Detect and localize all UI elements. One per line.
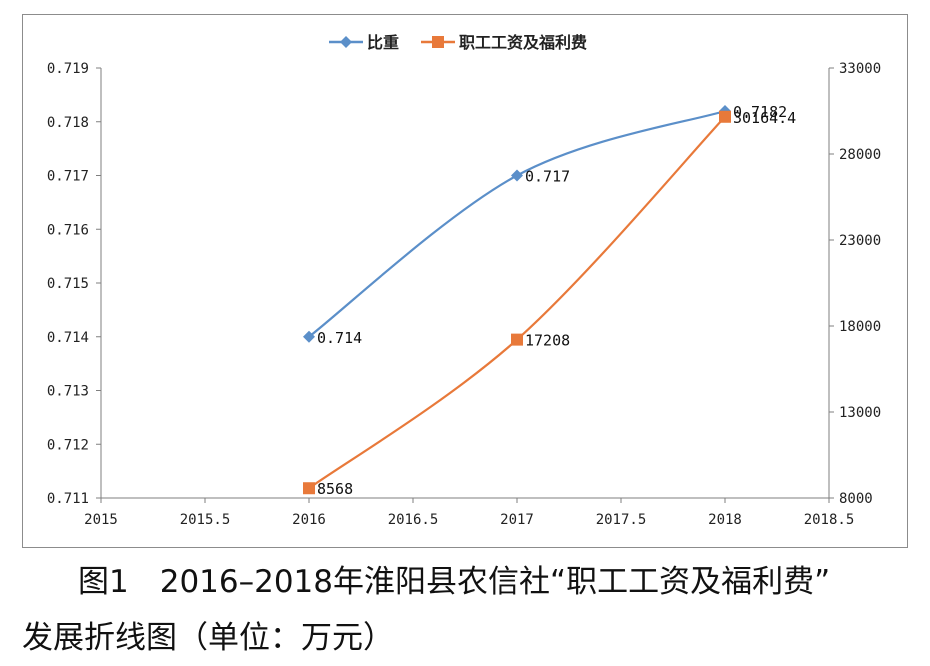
legend-label-series-1: 比重 (367, 33, 399, 52)
y-left-tick-label: 0.719 (47, 61, 89, 77)
chart-frame: 2015 2015.5 2016 2016.5 2017 2017.5 2018 2018.5… (22, 14, 908, 548)
y-left-tick-label: 0.711 (47, 491, 89, 507)
y-left-tick-label: 0.713 (47, 384, 89, 400)
y-right-tick-label: 18000 (839, 319, 881, 335)
legend-marker-series-1 (340, 36, 352, 48)
y-left-tick-label: 0.717 (47, 169, 89, 185)
y-left-tick-label: 0.712 (47, 437, 89, 453)
data-label: 8568 (317, 480, 353, 498)
y-left-tick-label: 0.715 (47, 276, 89, 292)
x-axis-tick-label: 2018.5 (804, 512, 855, 528)
x-axis-tick-label: 2018 (708, 512, 742, 528)
y-left-tick-label: 0.714 (47, 330, 89, 346)
series-line-1 (308, 109, 726, 338)
series-2-point-marker (303, 482, 315, 495)
data-label: 0.714 (317, 329, 362, 347)
series-1-point-marker (303, 330, 315, 343)
figure-caption-line2: 发展折线图（单位：万元） (22, 620, 394, 656)
series-2-point-marker (719, 110, 731, 123)
data-label: 17208 (525, 332, 570, 350)
x-axis-tick-label: 2015 (84, 512, 118, 528)
y-left-tick-label: 0.718 (47, 115, 89, 131)
x-axis-tick-label: 2016.5 (388, 512, 439, 528)
legend-label-series-2: 职工工资及福利费 (459, 33, 587, 52)
y-left-tick-label: 0.716 (47, 222, 89, 238)
y-right-tick-label: 33000 (839, 61, 881, 77)
data-label: 0.7182 (733, 103, 787, 121)
x-axis-tick-label: 2017 (500, 512, 534, 528)
x-axis-tick-label: 2017.5 (596, 512, 647, 528)
y-right-tick-label: 23000 (839, 233, 881, 249)
y-right-tick-label: 8000 (839, 491, 873, 507)
series-2-point-marker (511, 333, 523, 346)
figure-caption-line1: 图1 2016–2018年淮阳县农信社“职工工资及福利费” (78, 564, 831, 600)
line-chart: 2015 2015.5 2016 2016.5 2017 2017.5 2018 2018.5… (47, 33, 881, 528)
series-1-point-marker (511, 169, 523, 182)
y-right-tick-label: 13000 (839, 405, 881, 421)
data-label: 0.717 (525, 168, 570, 186)
legend-marker-series-2 (432, 36, 444, 48)
y-right-tick-label: 28000 (839, 147, 881, 163)
data-label: 30164.4 (733, 109, 796, 127)
x-axis-tick-label: 2015.5 (180, 512, 231, 528)
x-axis-tick-label: 2016 (292, 512, 326, 528)
